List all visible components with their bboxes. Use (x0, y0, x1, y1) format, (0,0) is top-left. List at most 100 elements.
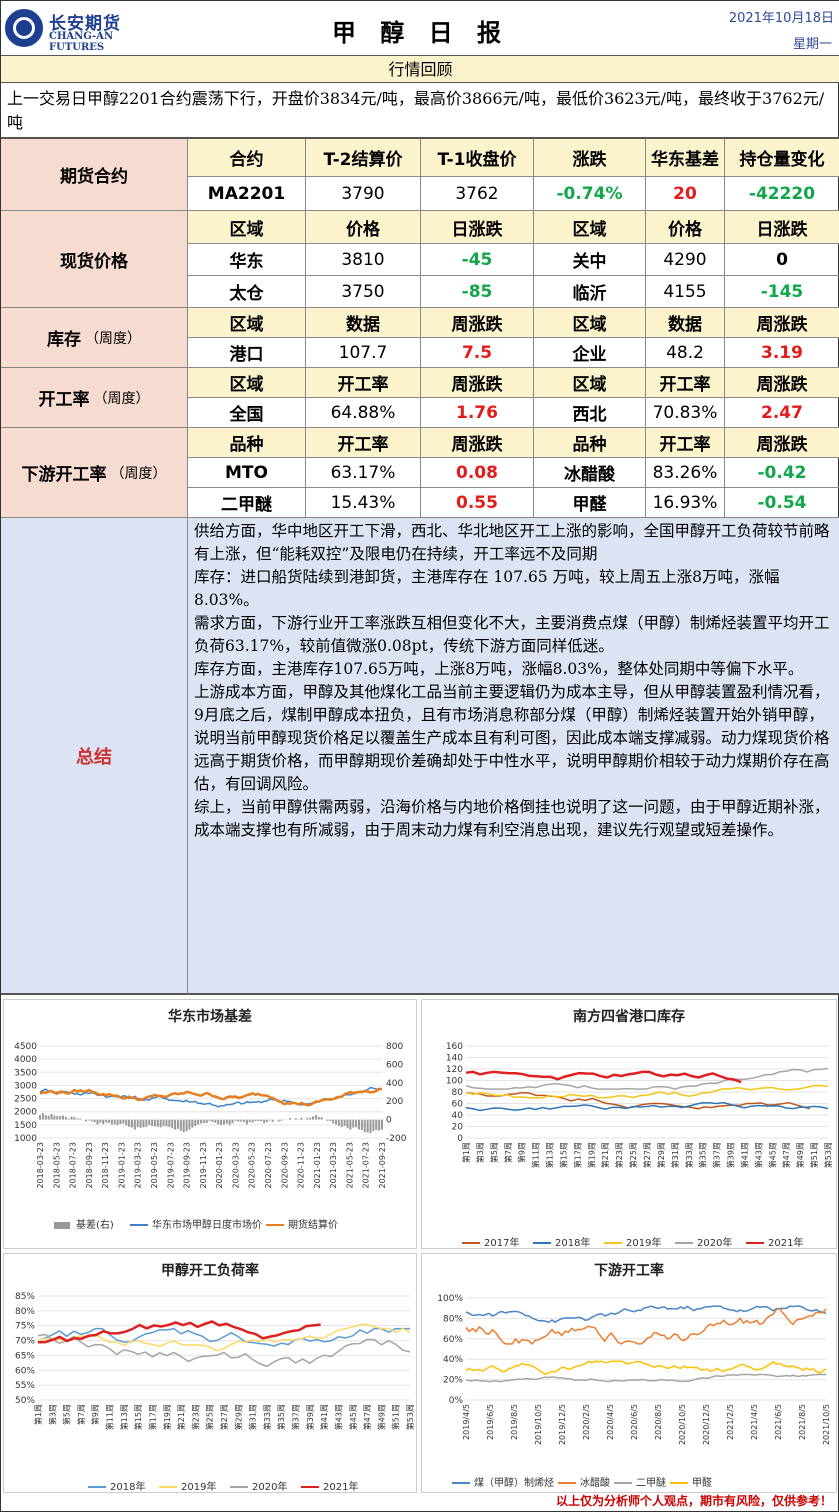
y2-tick-label: 400 (386, 1079, 403, 1089)
y-tick-label: 60% (443, 1335, 463, 1345)
x-tick-label: 第41周 (739, 1142, 749, 1168)
x-tick-label: 第5周 (489, 1142, 499, 1163)
x-tick-label: 第21周 (176, 1404, 186, 1430)
x-tick-label: 2019-03-23 (134, 1142, 143, 1189)
y-tick-label: 120 (446, 1065, 463, 1075)
table-header: 开工率 (306, 428, 421, 458)
x-tick-label: 2021/4/5 (750, 1404, 759, 1440)
table-header: 区域 (534, 308, 646, 338)
table-cell: 西北 (534, 398, 646, 428)
x-tick-label: 第37周 (712, 1142, 722, 1168)
y-tick-label: 70% (15, 1337, 35, 1347)
x-tick-label: 第25周 (205, 1404, 215, 1430)
table-header: T-2结算价 (306, 139, 421, 177)
x-tick-label: 第15周 (133, 1404, 143, 1430)
table-header: 周涨跌 (421, 368, 534, 398)
legend-label: 2021年 (323, 1480, 358, 1493)
legend-label: 2018年 (110, 1480, 145, 1493)
legend-label: 2019年 (626, 1236, 661, 1249)
report-date: 2021年10月18日 (728, 11, 834, 26)
y2-tick-label: 200 (386, 1097, 403, 1107)
series-line (465, 1091, 811, 1110)
x-tick-label: 2020/2/5 (582, 1404, 591, 1440)
chart-operating-svg: 85%80%75%70%65%60%55%50%第1周 第3周 第5周 第7周 第9周第… (15, 1292, 415, 1493)
table-header: 华东基差 (646, 139, 725, 177)
table-cell: 107.7 (306, 338, 421, 368)
summary-text: 供给方面，华中地区开工下滑，西北、华北地区开工上涨的影响，全国甲醇开工负荷较节前… (188, 518, 839, 995)
y-tick-label: 1000 (14, 1134, 37, 1144)
y-tick-label: 55% (15, 1381, 35, 1391)
x-tick-label: 第45周 (767, 1142, 777, 1168)
x-tick-label: 2020-03-23 (231, 1142, 240, 1189)
y-tick-label: 50% (15, 1396, 35, 1406)
table-header: 数据 (646, 308, 725, 338)
table-header: 区域 (534, 368, 646, 398)
x-tick-label: 2021/8/5 (798, 1404, 807, 1440)
table-cell: 0.55 (421, 488, 534, 518)
legend-label: 2017年 (484, 1236, 519, 1249)
x-tick-label: 2020/6/5 (630, 1404, 639, 1440)
table-header: 品种 (188, 428, 306, 458)
table-header: 开工率 (306, 368, 421, 398)
category-label: 下游开工率 （周度） (1, 428, 188, 518)
table-header: 合约 (188, 139, 306, 177)
x-tick-label: 2018-05-23 (52, 1142, 61, 1189)
table-cell: 3810 (306, 244, 421, 276)
x-tick-label: 第17周 (572, 1142, 582, 1168)
series-line (465, 1101, 829, 1112)
category-period: （周度） (93, 390, 150, 407)
x-tick-label: 2020-11-23 (297, 1142, 306, 1189)
table-header: 日涨跌 (725, 211, 839, 244)
x-tick-label: 2021-07-23 (362, 1142, 371, 1189)
series-line (465, 1307, 827, 1345)
table-header: 区域 (534, 211, 646, 244)
legend-label: 期货结算价 (288, 1218, 338, 1231)
table-header: 周涨跌 (421, 308, 534, 338)
x-tick-label: 2020-09-23 (280, 1142, 289, 1189)
category-name: 期货合约 (60, 167, 128, 187)
series-line (37, 1323, 411, 1352)
x-tick-label: 第27周 (219, 1404, 229, 1430)
x-tick-label: 第39周 (726, 1142, 736, 1168)
table-header: 价格 (646, 211, 725, 244)
y-tick-label: 75% (15, 1322, 35, 1332)
chart-downstream: 下游开工率 100% 80% 60% 40% 20% 0% 2019/4/5 2019/6/5… (421, 1253, 837, 1493)
table-cell: MA2201 (188, 177, 306, 211)
table-cell: 4290 (646, 244, 725, 276)
x-tick-label: 第23周 (190, 1404, 200, 1430)
x-tick-label: 第51周 (809, 1142, 819, 1168)
x-tick-label: 第3周 (475, 1142, 485, 1163)
x-tick-label: 2021-09-23 (378, 1142, 387, 1189)
x-tick-label: 第21周 (600, 1142, 610, 1168)
legend-label: 煤（甲醇）制烯烃 (474, 1476, 554, 1489)
summary-para: 需求方面，下游行业开工率涨跌互相但变化不大，主要消费点煤（甲醇）制烯烃装置平均开… (194, 614, 830, 655)
table-cell: -0.42 (725, 458, 839, 488)
x-tick-label: 第53周 (823, 1142, 833, 1168)
legend-label: 冰醋酸 (580, 1476, 610, 1489)
x-tick-label: 2019-09-23 (183, 1142, 192, 1189)
market-review-text: 上一交易日甲醇2201合约震荡下行，开盘价3834元/吨，最高价3866元/吨，… (1, 83, 839, 139)
series-line (465, 1360, 827, 1376)
x-tick-label: 2019/6/5 (486, 1404, 495, 1440)
x-tick-label: 第19周 (586, 1142, 596, 1168)
legend-label: 2021年 (768, 1236, 803, 1249)
x-tick-label: 第31周 (670, 1142, 680, 1168)
table-cell: 甲醛 (534, 488, 646, 518)
table-cell: 7.5 (421, 338, 534, 368)
x-tick-label: 第47周 (781, 1142, 791, 1168)
x-tick-label: 第35周 (276, 1404, 286, 1430)
y-tick-label: 60% (15, 1366, 35, 1376)
section-band: 行情回顾 (1, 56, 839, 83)
category-name: 下游开工率 (21, 465, 107, 485)
y-tick-label: 40 (452, 1111, 464, 1121)
table-header: 周涨跌 (725, 428, 839, 458)
table-cell: -145 (725, 276, 839, 308)
x-tick-label: 2019/10/5 (534, 1404, 543, 1445)
table-cell: 0.08 (421, 458, 534, 488)
x-tick-label: 第41周 (319, 1404, 329, 1430)
series-line (465, 1067, 829, 1090)
x-tick-label: 第31周 (248, 1404, 258, 1430)
x-tick-label: 2020/8/5 (654, 1404, 663, 1440)
